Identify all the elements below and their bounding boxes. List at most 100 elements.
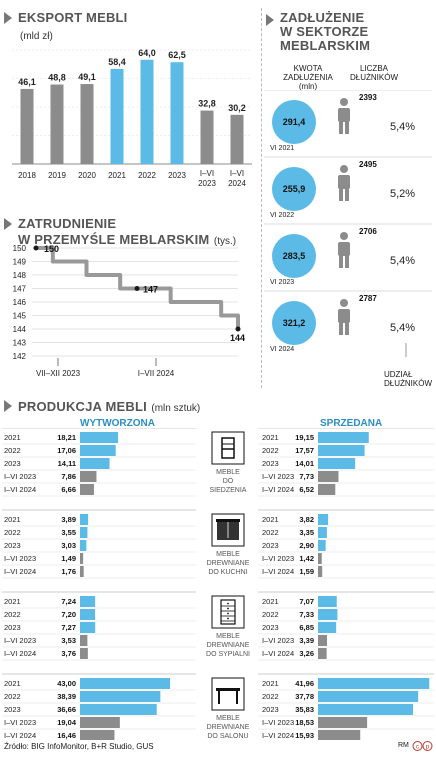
export-value-label: 48,8	[48, 73, 66, 83]
export-bar	[170, 62, 184, 164]
made-value-label: 7,27	[61, 623, 76, 632]
person-icon	[345, 121, 349, 134]
export-tick-label: I–VI	[200, 169, 214, 178]
sold-value-label: 6,52	[299, 485, 314, 494]
category-label: MEBLE	[216, 469, 240, 476]
employment-y-tick: 147	[13, 285, 27, 294]
made-bar	[80, 458, 110, 469]
employment-data-label: 144	[230, 333, 245, 343]
made-bar	[80, 609, 96, 620]
employment-title-line2-wrap: W PRZEMYŚLE MEBLARSKIM (tys.)	[18, 231, 236, 249]
sold-bar	[318, 540, 326, 551]
debt-period-label: VI 2024	[270, 346, 294, 353]
person-icon	[338, 175, 350, 189]
debt-share-value: 5,4%	[390, 121, 415, 133]
debt-debtors-header: LICZBA DŁUŻNIKÓW	[344, 64, 404, 82]
sold-bar	[318, 678, 430, 689]
debt-debtors-header-l1: LICZBA	[359, 64, 388, 73]
export-chart: 46,1 2018 48,8 2019 49,1 2020 58,4 2021 64,0 2022…	[12, 48, 252, 188]
made-value-label: 7,24	[61, 597, 76, 606]
sold-value-label: 3,35	[299, 528, 314, 537]
production-group: 2021 3,89 2021 3,82 2022 3,55 2022 3,35 2023 3,03…	[2, 509, 434, 579]
production-period-label: 2023	[262, 459, 279, 468]
debt-share-value: 5,2%	[390, 188, 415, 200]
dresser-icon	[227, 607, 229, 610]
export-tick-label: 2023	[198, 179, 216, 188]
employment-y-tick: 149	[13, 258, 27, 267]
sold-bar	[318, 514, 329, 525]
sold-value-label: 2,90	[299, 541, 314, 550]
made-bar	[80, 648, 88, 659]
made-value-label: 43,00	[57, 679, 76, 688]
debt-amount-value: 255,9	[283, 184, 306, 194]
production-unit: (mln sztuk)	[151, 403, 201, 414]
export-tick-label: 2022	[138, 171, 156, 180]
sold-bar	[318, 622, 337, 633]
sold-bar	[318, 484, 336, 495]
debt-period-label: VI 2022	[270, 212, 294, 219]
chair-icon	[211, 431, 245, 465]
production-period-label: 2022	[262, 446, 279, 455]
category-label: DO SYPIALNI	[206, 651, 250, 658]
production-period-label: I–VI 2024	[4, 485, 36, 494]
production-period-label: I–VI 2023	[4, 472, 36, 481]
sold-bar	[318, 527, 327, 538]
export-bar	[200, 110, 214, 164]
person-icon	[340, 98, 348, 106]
employment-y-tick: 143	[13, 339, 27, 348]
made-value-label: 6,66	[61, 485, 76, 494]
production-chart: 2021 18,21 2021 19,15 2022 17,06 2022 17,57 2023…	[2, 428, 434, 740]
export-title: EKSPORT MEBLI	[18, 10, 128, 25]
category-label: DREWNIANE	[207, 724, 250, 731]
production-period-label: I–VI 2023	[262, 636, 294, 645]
sold-value-label: 35,83	[295, 705, 314, 714]
production-period-label: I–VI 2024	[262, 567, 294, 576]
debt-share-value: 5,4%	[390, 255, 415, 267]
sold-value-label: 17,57	[295, 446, 314, 455]
export-value-label: 46,1	[18, 77, 36, 87]
category-label: DO KUCHNI	[208, 569, 247, 576]
debt-amount-value: 283,5	[283, 251, 306, 261]
made-bar	[80, 471, 97, 482]
sold-bar	[318, 704, 413, 715]
export-value-label: 62,5	[168, 50, 186, 60]
production-period-label: 2023	[262, 623, 279, 632]
made-value-label: 7,20	[61, 610, 76, 619]
made-value-label: 38,39	[57, 692, 76, 701]
export-bar	[110, 68, 124, 164]
debt-debtors-value: 2706	[359, 227, 377, 236]
debt-row: 255,9 VI 2022 2495 5,2%	[264, 156, 432, 219]
export-value-label: 58,4	[108, 57, 126, 67]
export-value-label: 32,8	[198, 99, 216, 109]
category-label: DREWNIANE	[207, 560, 250, 567]
made-bar	[80, 540, 87, 551]
debt-debtors-value: 2393	[359, 93, 377, 102]
person-icon	[339, 188, 343, 201]
section-arrow-icon	[266, 14, 274, 26]
made-bar	[80, 730, 115, 740]
employment-x-label: VII–XII 2023	[36, 369, 81, 378]
debt-period-label: VI 2021	[270, 145, 294, 152]
production-period-label: 2022	[262, 528, 279, 537]
made-bar	[80, 596, 96, 607]
made-bar	[80, 691, 161, 702]
category-label: DO	[223, 478, 234, 485]
debt-amount-circle	[272, 301, 316, 345]
section-arrow-icon	[4, 218, 12, 230]
production-period-label: I–VI 2024	[262, 649, 294, 658]
employment-point	[235, 326, 241, 332]
sold-bar	[318, 445, 365, 456]
production-period-label: I–VI 2024	[4, 649, 36, 658]
dresser-icon	[227, 612, 229, 615]
debt-amount-header-l3: (mln)	[298, 82, 318, 91]
sold-value-label: 7,73	[299, 472, 314, 481]
production-period-label: 2023	[4, 459, 21, 468]
production-period-label: 2021	[4, 515, 21, 524]
debt-share-header-l1: UDZIAŁ	[384, 370, 413, 379]
production-period-label: I–VI 2023	[4, 718, 36, 727]
employment-title-line1: ZATRUDNIENIE	[18, 216, 117, 231]
sold-bar	[318, 596, 337, 607]
made-value-label: 18,21	[57, 433, 76, 442]
sold-value-label: 6,85	[299, 623, 314, 632]
sold-bar	[318, 609, 338, 620]
